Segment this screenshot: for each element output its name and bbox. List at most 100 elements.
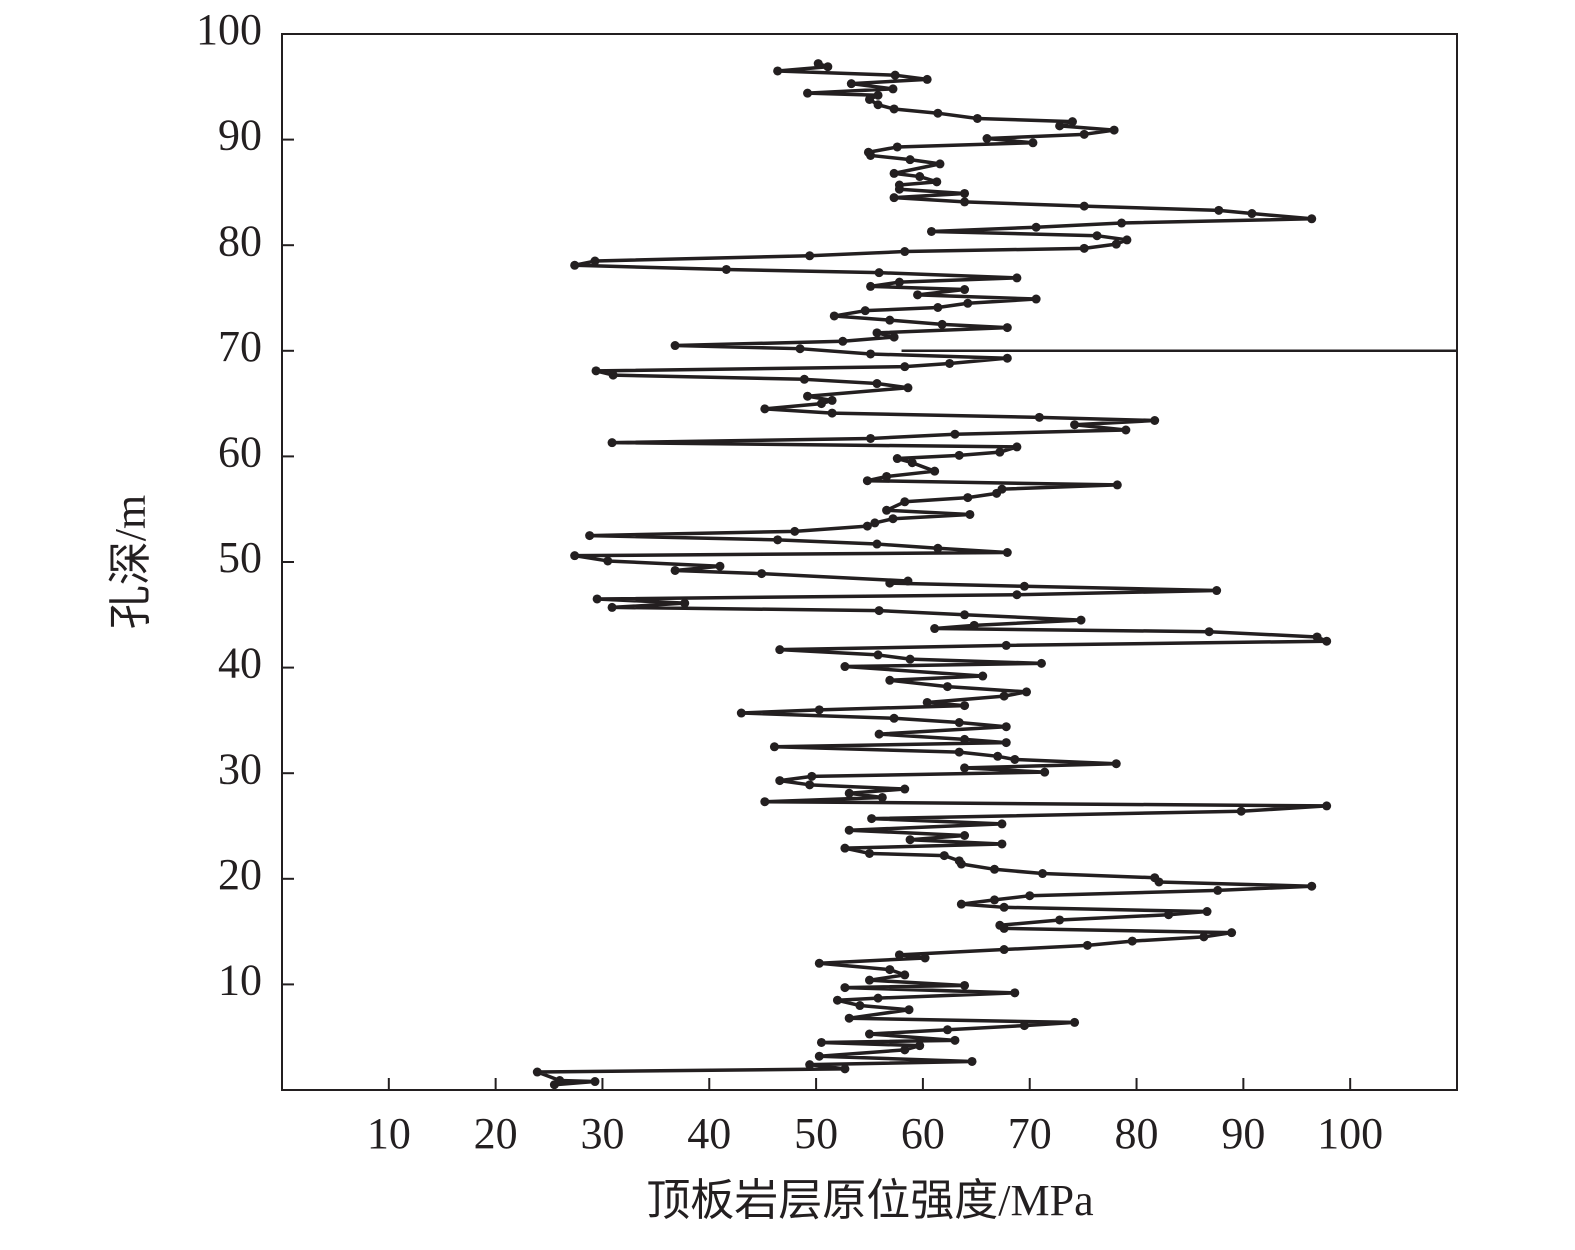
data-point — [1012, 442, 1022, 452]
data-point — [1111, 759, 1121, 769]
data-point — [960, 701, 970, 711]
data-point — [978, 671, 988, 681]
data-point — [995, 447, 1005, 457]
data-point — [823, 62, 833, 72]
data-point — [873, 993, 883, 1003]
data-point — [960, 188, 970, 198]
data-point — [960, 763, 970, 773]
data-point — [865, 975, 874, 985]
data-point — [935, 159, 945, 169]
data-point — [870, 518, 880, 528]
data-point — [922, 74, 932, 84]
x-tick-label: 70 — [1008, 1109, 1052, 1158]
data-point — [862, 521, 872, 531]
data-point — [933, 543, 943, 553]
y-tick-label: 20 — [218, 850, 262, 899]
data-point — [1001, 722, 1011, 732]
data-point — [997, 819, 1007, 829]
data-point — [795, 344, 805, 354]
data-point — [1312, 632, 1322, 642]
data-point — [803, 88, 813, 98]
data-point — [1164, 910, 1174, 920]
data-point — [873, 100, 883, 110]
data-point — [933, 303, 943, 313]
data-point — [920, 953, 930, 963]
x-tick-label: 80 — [1115, 1109, 1159, 1158]
data-point — [945, 358, 955, 368]
data-point — [1227, 928, 1237, 938]
data-point — [999, 902, 1009, 912]
data-point — [999, 945, 1009, 955]
data-point — [1019, 581, 1029, 591]
data-point — [1117, 218, 1127, 228]
data-point — [1034, 412, 1044, 422]
data-point — [1112, 480, 1122, 490]
data-point — [885, 578, 895, 588]
data-point — [889, 104, 899, 114]
data-point — [1212, 586, 1222, 596]
data-point — [1199, 932, 1209, 942]
data-point — [894, 277, 904, 287]
data-point — [915, 172, 925, 182]
data-point — [827, 395, 837, 405]
y-tick-label: 90 — [218, 111, 262, 160]
data-point — [1322, 801, 1332, 811]
data-point — [960, 831, 970, 841]
data-point — [956, 899, 966, 909]
data-point — [1322, 636, 1332, 646]
data-point — [950, 1035, 960, 1045]
data-point — [889, 168, 899, 178]
data-point — [814, 958, 824, 968]
data-point — [603, 556, 613, 566]
data-point — [591, 366, 601, 376]
data-point — [885, 965, 895, 975]
data-point — [1040, 767, 1050, 777]
x-tick-label: 90 — [1221, 1109, 1265, 1158]
data-point — [1036, 658, 1046, 668]
data-point — [954, 450, 964, 460]
data-point — [882, 471, 892, 481]
x-tick-label: 60 — [901, 1109, 945, 1158]
data-point — [670, 565, 680, 575]
data-point — [775, 776, 785, 786]
data-point — [937, 319, 947, 329]
data-point — [954, 718, 964, 728]
data-point — [866, 433, 876, 443]
data-point — [757, 569, 767, 579]
data-point — [1055, 915, 1065, 925]
data-point — [1012, 273, 1022, 283]
data-point — [900, 784, 910, 794]
data-point — [960, 197, 970, 207]
data-point — [982, 134, 992, 144]
data-point — [942, 1025, 952, 1035]
data-point — [775, 645, 785, 655]
data-point — [932, 177, 942, 187]
data-point — [590, 1077, 600, 1087]
data-point — [1079, 243, 1089, 253]
data-point — [903, 383, 913, 393]
data-point — [760, 404, 770, 414]
y-tick-label: 100 — [196, 5, 262, 54]
data-point — [873, 90, 883, 100]
data-point — [939, 851, 949, 861]
data-point — [860, 306, 870, 316]
data-point — [888, 84, 898, 94]
data-point — [960, 610, 970, 620]
data-point — [960, 980, 970, 990]
data-point — [865, 848, 874, 858]
data-point — [807, 771, 817, 781]
data-point — [840, 662, 850, 672]
data-point — [1070, 420, 1080, 430]
data-point — [1202, 907, 1212, 917]
x-tick-label: 10 — [367, 1109, 411, 1158]
data-point — [892, 454, 902, 464]
data-point — [960, 285, 970, 295]
data-point — [1082, 940, 1092, 950]
data-point — [1109, 125, 1119, 135]
data-point — [989, 895, 999, 905]
data-point — [585, 531, 595, 541]
data-point — [1028, 138, 1038, 148]
data-point — [1092, 231, 1102, 241]
data-point — [670, 341, 680, 351]
data-point — [840, 843, 850, 853]
